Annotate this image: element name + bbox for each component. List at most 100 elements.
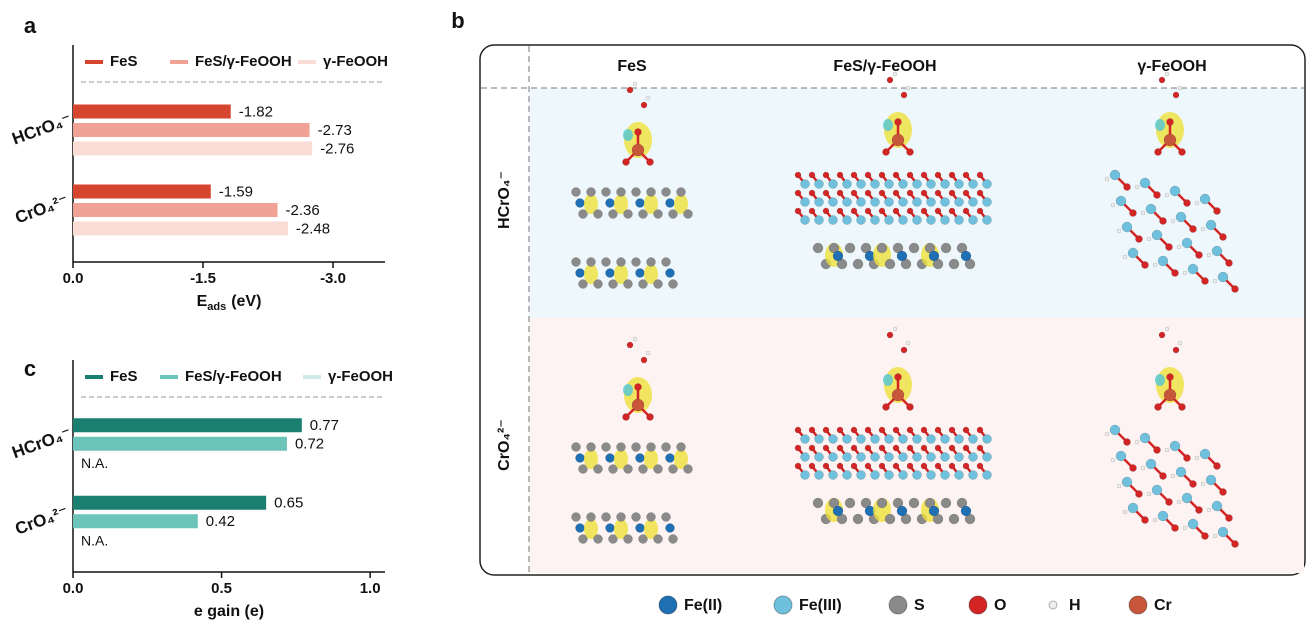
atom bbox=[622, 413, 630, 421]
atom bbox=[856, 179, 866, 189]
atom bbox=[870, 452, 880, 462]
atom bbox=[1183, 454, 1191, 462]
atom bbox=[982, 434, 992, 444]
atom bbox=[968, 215, 978, 225]
bar bbox=[73, 123, 310, 137]
atom bbox=[1159, 217, 1167, 225]
axis-subscript: ads bbox=[207, 301, 226, 313]
atom bbox=[1109, 169, 1121, 181]
legend-label: S bbox=[914, 597, 925, 614]
atom bbox=[892, 207, 900, 215]
atom bbox=[900, 346, 908, 354]
atom bbox=[884, 197, 894, 207]
atom bbox=[631, 398, 645, 412]
isosurface bbox=[674, 194, 688, 214]
atom bbox=[836, 189, 844, 197]
atom bbox=[1116, 483, 1122, 489]
atom bbox=[808, 462, 816, 470]
atom bbox=[571, 442, 581, 452]
atom bbox=[634, 128, 642, 136]
legend-label: Fe(III) bbox=[799, 597, 842, 614]
atom bbox=[1146, 491, 1152, 497]
atom bbox=[892, 426, 900, 434]
atom bbox=[864, 189, 872, 197]
atom bbox=[1181, 492, 1193, 504]
isosurface bbox=[674, 449, 688, 469]
atom bbox=[954, 434, 964, 444]
atom bbox=[586, 442, 596, 452]
value-label: 0.65 bbox=[274, 495, 303, 512]
atom bbox=[842, 179, 852, 189]
atom bbox=[1213, 207, 1221, 215]
atom bbox=[665, 268, 675, 278]
atom bbox=[912, 470, 922, 480]
atom bbox=[926, 452, 936, 462]
atom bbox=[1153, 446, 1161, 454]
atom bbox=[631, 143, 645, 157]
atom bbox=[850, 444, 858, 452]
atom bbox=[814, 197, 824, 207]
atom bbox=[1122, 254, 1128, 260]
atom bbox=[968, 197, 978, 207]
atom bbox=[842, 470, 852, 480]
axis-symbol: E bbox=[197, 293, 208, 310]
atom bbox=[623, 209, 633, 219]
legend-atom bbox=[1048, 600, 1058, 610]
bar bbox=[73, 514, 198, 529]
atom bbox=[962, 462, 970, 470]
atom bbox=[1172, 346, 1180, 354]
atom bbox=[593, 534, 603, 544]
atom bbox=[812, 242, 824, 254]
atom bbox=[934, 171, 942, 179]
atom bbox=[808, 207, 816, 215]
atom bbox=[920, 171, 928, 179]
atom bbox=[638, 209, 648, 219]
atom bbox=[892, 444, 900, 452]
atom bbox=[653, 534, 663, 544]
atom bbox=[575, 268, 585, 278]
atom bbox=[892, 326, 898, 332]
atom bbox=[800, 215, 810, 225]
atom bbox=[1200, 481, 1206, 487]
atom bbox=[1205, 219, 1217, 231]
atom bbox=[631, 187, 641, 197]
atom bbox=[608, 279, 618, 289]
atom bbox=[1154, 403, 1162, 411]
x-axis-title: Eads (eV) bbox=[197, 293, 262, 313]
isosurface bbox=[644, 449, 658, 469]
atom bbox=[622, 158, 630, 166]
category-label: CrO₄²⁻ bbox=[13, 502, 71, 539]
legend-atom bbox=[888, 595, 908, 615]
bar bbox=[73, 221, 288, 236]
atom bbox=[1157, 255, 1169, 267]
atom bbox=[878, 207, 886, 215]
atom bbox=[1165, 498, 1173, 506]
atom bbox=[1141, 516, 1149, 524]
atom bbox=[934, 207, 942, 215]
atom bbox=[1231, 540, 1239, 548]
atom bbox=[1176, 499, 1182, 505]
value-label: -2.36 bbox=[286, 202, 320, 219]
atom bbox=[884, 258, 896, 270]
value-label: -2.48 bbox=[296, 220, 330, 237]
atom bbox=[646, 158, 654, 166]
atom bbox=[1189, 225, 1197, 233]
atom bbox=[1195, 506, 1203, 514]
atom bbox=[794, 462, 802, 470]
atom bbox=[934, 426, 942, 434]
atom bbox=[898, 179, 908, 189]
atom bbox=[852, 513, 864, 525]
bar bbox=[73, 203, 278, 217]
atom bbox=[1115, 450, 1127, 462]
atom bbox=[616, 257, 626, 267]
atom bbox=[665, 453, 675, 463]
atom bbox=[631, 257, 641, 267]
atom bbox=[1104, 176, 1110, 182]
atom bbox=[1213, 462, 1221, 470]
structures bbox=[571, 71, 1239, 548]
atom bbox=[892, 462, 900, 470]
atom bbox=[794, 426, 802, 434]
value-label: N.A. bbox=[81, 455, 108, 471]
atom bbox=[954, 470, 964, 480]
atom bbox=[954, 452, 964, 462]
